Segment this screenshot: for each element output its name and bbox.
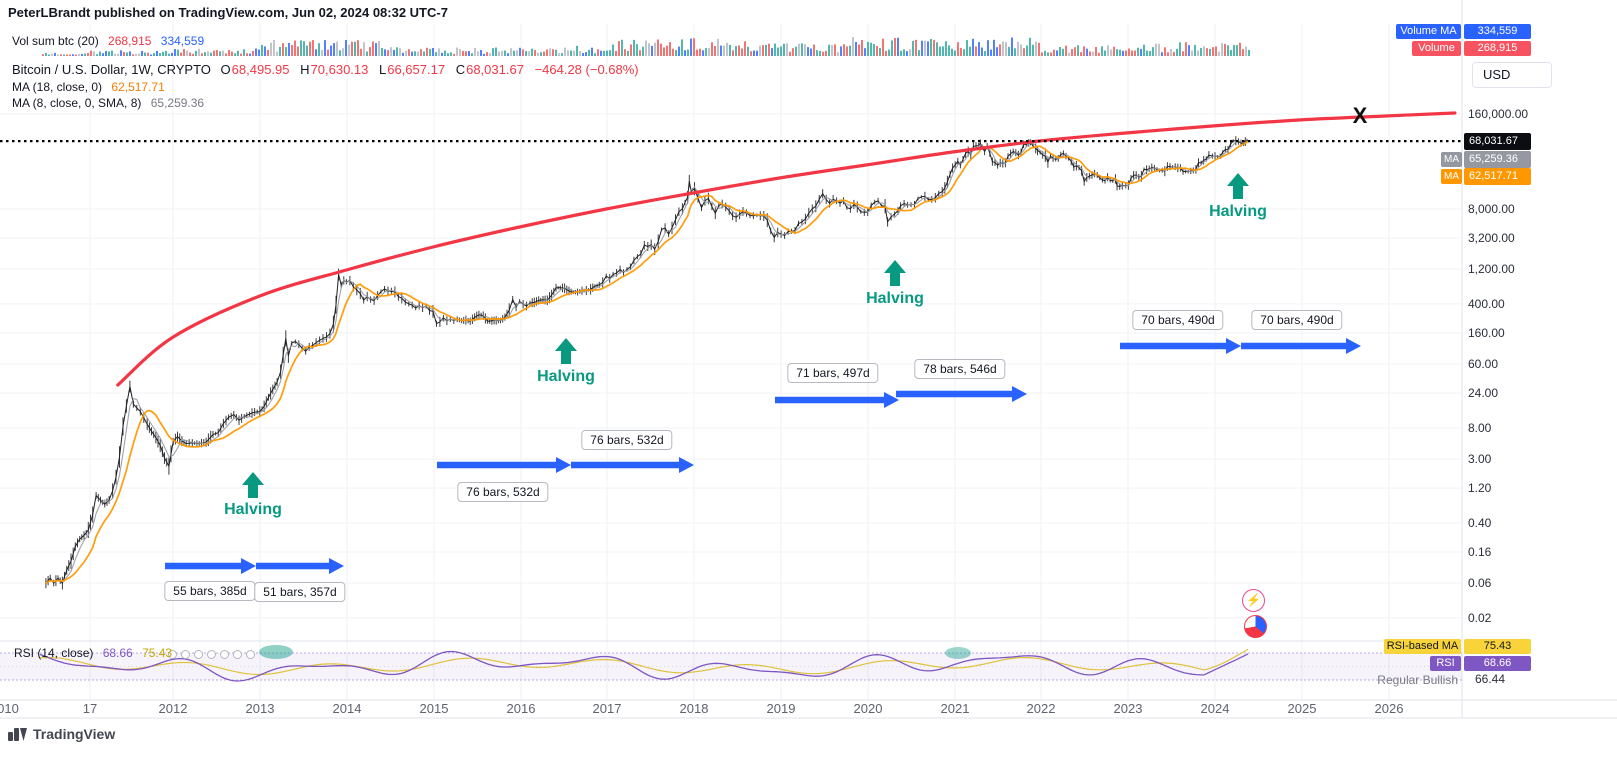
halving-label[interactable]: Halving bbox=[224, 501, 282, 518]
currency-selector-button[interactable]: USD bbox=[1472, 62, 1552, 88]
duration-label[interactable]: 76 bars, 532d bbox=[457, 482, 549, 502]
rsi-badge-label: RSI bbox=[1430, 656, 1461, 671]
duration-label[interactable]: 51 bars, 357d bbox=[254, 582, 346, 602]
boost-lightning-icon[interactable]: ⚡ bbox=[1242, 589, 1265, 612]
candlestick-series[interactable] bbox=[45, 136, 1249, 590]
volume-legend-title: Vol sum btc (20) bbox=[12, 34, 99, 48]
volume-badge-label: Volume bbox=[1412, 41, 1461, 56]
symbol-legend[interactable]: Bitcoin / U.S. Dollar, 1W, CRYPTO O68,49… bbox=[12, 62, 639, 77]
rsi-badge-value: 68.66 bbox=[1464, 656, 1531, 671]
volume-badge-value: 268,915 bbox=[1464, 41, 1531, 56]
duration-label[interactable]: 70 bars, 490d bbox=[1251, 310, 1343, 330]
tradingview-logo-icon bbox=[8, 727, 27, 741]
ma18-axis-tag: MA bbox=[1441, 169, 1462, 184]
symbol-title: Bitcoin / U.S. Dollar, 1W, CRYPTO bbox=[12, 62, 211, 77]
ma-lines[interactable] bbox=[45, 140, 1249, 584]
rsi-legend-ma-value: 75.43 bbox=[142, 646, 173, 660]
duration-label[interactable]: 70 bars, 490d bbox=[1132, 310, 1224, 330]
halving-arrows[interactable] bbox=[242, 173, 1249, 498]
rsi-lines[interactable] bbox=[39, 645, 1249, 682]
attribution-header: PeterLBrandt published on TradingView.co… bbox=[8, 5, 448, 20]
volume-bars[interactable] bbox=[42, 37, 1250, 56]
log-growth-curve[interactable] bbox=[116, 111, 1457, 387]
volume-indicator-legend[interactable]: Vol sum btc (20) 268,915 334,559 bbox=[12, 34, 204, 48]
close-label: C bbox=[455, 62, 466, 77]
indicator-button[interactable] bbox=[246, 650, 255, 659]
ma18-label: MA (18, close, 0) bbox=[12, 80, 103, 94]
ma18-legend[interactable]: MA (18, close, 0) 62,517.71 bbox=[12, 80, 165, 94]
tradingview-logo-text: TradingView bbox=[33, 726, 116, 742]
regular-bullish-label: Regular Bullish bbox=[1377, 673, 1458, 687]
cycle-arrows[interactable] bbox=[165, 338, 1361, 574]
high-label: H bbox=[300, 62, 310, 77]
rsi-legend-label: RSI (14, close) bbox=[14, 646, 94, 660]
high-value: 70,630.13 bbox=[310, 62, 369, 77]
ma8-legend[interactable]: MA (8, close, 0, SMA, 8) 65,259.36 bbox=[12, 96, 204, 110]
ma8-axis-tag: MA bbox=[1441, 152, 1462, 167]
ma8-label: MA (8, close, 0, SMA, 8) bbox=[12, 96, 142, 110]
rsi-ma-badge-label: RSI-based MA bbox=[1384, 639, 1461, 654]
indicator-button[interactable] bbox=[220, 650, 229, 659]
volume-ma-badge-value: 334,559 bbox=[1464, 24, 1531, 39]
duration-label[interactable]: 55 bars, 385d bbox=[164, 581, 256, 601]
cycle-top-x-marker[interactable]: X bbox=[1352, 103, 1368, 128]
open-label: O bbox=[220, 62, 231, 77]
change-value: −464.28 (−0.68%) bbox=[534, 62, 639, 77]
duration-label[interactable]: 76 bars, 532d bbox=[581, 430, 673, 450]
duration-label[interactable]: 71 bars, 497d bbox=[787, 363, 879, 383]
open-value: 68,495.95 bbox=[231, 62, 290, 77]
ma8-value: 65,259.36 bbox=[150, 96, 205, 110]
halving-label[interactable]: Halving bbox=[537, 368, 595, 385]
rsi-ma-badge-value: 75.43 bbox=[1464, 639, 1531, 654]
ma8-axis-badge: 65,259.36 bbox=[1464, 151, 1531, 168]
indicator-button[interactable] bbox=[168, 650, 177, 659]
volume-ma-legend-value: 334,559 bbox=[160, 34, 205, 48]
indicator-button[interactable] bbox=[207, 650, 216, 659]
indicator-button[interactable] bbox=[181, 650, 190, 659]
last-price-badge: 68,031.67 bbox=[1464, 133, 1531, 150]
halving-label[interactable]: Halving bbox=[866, 290, 924, 307]
indicator-button[interactable] bbox=[194, 650, 203, 659]
duration-label[interactable]: 78 bars, 546d bbox=[914, 359, 1006, 379]
ma18-value: 62,517.71 bbox=[111, 80, 165, 94]
volume-legend-value: 268,915 bbox=[108, 34, 152, 48]
tradingview-logo[interactable]: TradingView bbox=[8, 726, 115, 742]
ma18-axis-badge: 62,517.71 bbox=[1464, 168, 1531, 185]
rsi-band bbox=[0, 652, 1462, 681]
regular-bullish-value: 66.44 bbox=[1475, 672, 1506, 686]
close-value: 68,031.67 bbox=[466, 62, 524, 77]
pane-separators bbox=[0, 0, 1617, 719]
volume-ma-badge-label: Volume MA bbox=[1396, 24, 1461, 39]
reaction-pie-icon[interactable] bbox=[1244, 615, 1267, 638]
rsi-legend[interactable]: RSI (14, close) 68.66 75.43 bbox=[14, 646, 172, 660]
low-label: L bbox=[379, 62, 387, 77]
low-value: 66,657.17 bbox=[387, 62, 446, 77]
indicator-button[interactable] bbox=[233, 650, 242, 659]
halving-label[interactable]: Halving bbox=[1209, 203, 1267, 220]
rsi-legend-value: 68.66 bbox=[102, 646, 133, 660]
